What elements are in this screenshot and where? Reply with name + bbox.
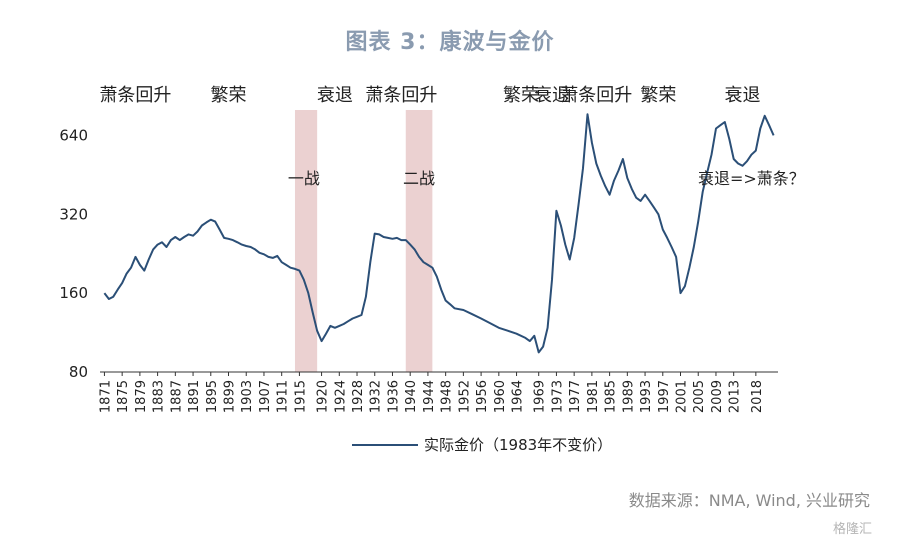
legend: 实际金价（1983年不变价） — [352, 436, 612, 454]
x-tick-label: 1928 — [351, 380, 366, 413]
x-tick-label: 1895 — [205, 380, 220, 413]
x-tick-label: 1993 — [639, 380, 654, 413]
war-shade-2 — [405, 110, 433, 372]
phase-label: 萧条回升 — [99, 85, 171, 106]
x-tick-label: 1936 — [386, 380, 401, 413]
x-tick-label: 2005 — [692, 380, 707, 413]
legend-label: 实际金价（1983年不变价） — [424, 436, 612, 454]
x-tick-label: 1883 — [152, 380, 167, 413]
phase-label: 繁荣 — [211, 85, 247, 106]
y-tick-label: 320 — [59, 205, 88, 223]
x-axis: 1871 1875 1879 1883 1887 1891 1895 1899 1903 1907… — [98, 371, 778, 413]
source-note: 数据来源：NMA, Wind, 兴业研究 — [628, 491, 870, 510]
x-tick-label: 1920 — [316, 380, 331, 413]
x-tick-label: 1960 — [493, 380, 508, 413]
phase-label: 萧条回升 — [365, 85, 437, 106]
annotation-label: 衰退=>萧条？ — [698, 169, 805, 188]
y-tick-label: 80 — [69, 363, 88, 381]
x-tick-label: 1879 — [134, 380, 149, 413]
x-tick-label: 1969 — [533, 380, 548, 413]
x-tick-label: 1989 — [621, 380, 636, 413]
x-tick-label: 2018 — [750, 380, 765, 413]
x-tick-label: 1875 — [116, 380, 131, 413]
y-tick-label: 640 — [59, 126, 88, 144]
x-tick-label: 1924 — [333, 380, 348, 413]
y-axis: 80 160 320 640 — [59, 126, 88, 381]
war-shade-1 — [294, 110, 318, 372]
x-tick-label: 1903 — [240, 380, 255, 413]
x-tick-label: 1997 — [657, 380, 672, 413]
x-tick-label: 1911 — [276, 380, 291, 413]
x-tick-label: 1932 — [369, 380, 384, 413]
watermark-logo: 格隆汇 — [832, 522, 872, 537]
x-tick-label: 1899 — [223, 380, 238, 413]
gold-price-line — [103, 113, 775, 354]
x-tick-label: 1891 — [187, 380, 202, 413]
annotation-label: 一战 — [288, 169, 320, 188]
phase-label: 衰退 — [725, 85, 761, 106]
x-tick-label: 2001 — [675, 380, 690, 413]
x-tick-label: 1887 — [169, 380, 184, 413]
x-tick-label: 1948 — [440, 380, 455, 413]
x-tick-label: 1981 — [586, 380, 601, 413]
annotation-label: 二战 — [403, 169, 435, 188]
series-line-1 — [103, 113, 775, 354]
phase-label: 繁荣 — [640, 85, 676, 106]
phase-label: 衰退 — [317, 85, 353, 106]
x-tick-label: 1964 — [511, 380, 526, 413]
x-tick-label: 1907 — [258, 380, 273, 413]
x-tick-label: 2009 — [710, 380, 725, 413]
chart-title: 图表 3：康波与金价 — [345, 30, 555, 55]
phase-label: 繁荣 — [503, 85, 539, 106]
phase-label: 衰退 — [534, 85, 570, 106]
x-tick-label: 1940 — [404, 380, 419, 413]
x-tick-label: 1977 — [568, 380, 583, 413]
war-shading — [294, 110, 433, 372]
x-tick-label: 1871 — [98, 380, 113, 413]
x-tick-label: 1944 — [422, 380, 437, 413]
phase-label: 萧条回升 — [560, 85, 632, 106]
x-tick-label: 2013 — [728, 380, 743, 413]
x-tick-label: 1952 — [457, 380, 472, 413]
x-tick-label: 1956 — [475, 380, 490, 413]
y-tick-label: 160 — [59, 284, 88, 302]
annotations: 一战 二战 衰退=>萧条？ — [288, 169, 805, 188]
x-tick-label: 1915 — [293, 380, 308, 413]
x-tick-label: 1985 — [604, 380, 619, 413]
x-tick-label: 1973 — [550, 380, 565, 413]
